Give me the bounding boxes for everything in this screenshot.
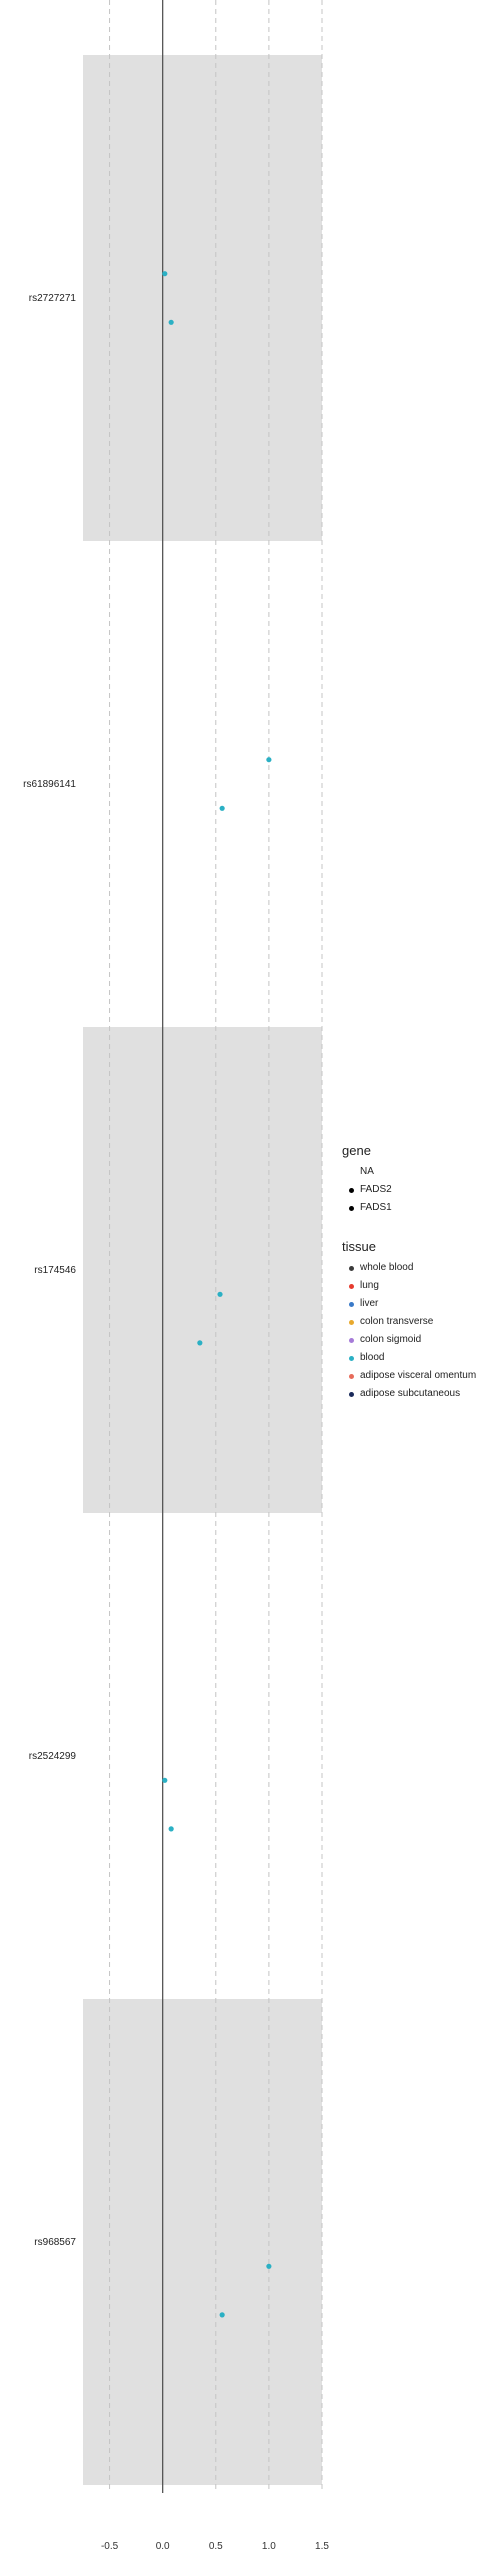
y-label-rs174546: rs174546 bbox=[34, 1265, 76, 1276]
point-rs61896141-3 bbox=[219, 805, 225, 811]
x-tick-label-0.0: 0.0 bbox=[156, 2541, 170, 2552]
tissue-legend: tissue whole blood lung liver colon tran… bbox=[342, 1239, 492, 1403]
point-rs2524299-6 bbox=[162, 1777, 168, 1783]
y-label-rs2524299: rs2524299 bbox=[29, 1751, 77, 1762]
tissue-legend-label: liver bbox=[360, 1298, 379, 1309]
legend-dot bbox=[348, 1265, 354, 1271]
tissue-legend-label: blood bbox=[360, 1352, 385, 1363]
tissue-legend-label: adipose subcutaneous bbox=[360, 1388, 461, 1399]
legend-dot bbox=[348, 1319, 354, 1325]
tissue-legend-item-colon-transverse: colon transverse bbox=[342, 1313, 492, 1331]
tissue-legend-item-colon-sigmoid: colon sigmoid bbox=[342, 1331, 492, 1349]
gene-legend-label: FADS1 bbox=[360, 1202, 392, 1213]
gene-legend-title: gene bbox=[342, 1143, 371, 1158]
x-axis-tick-labels: -0.5 0.0 0.5 1.0 1.5 bbox=[101, 2541, 329, 2552]
x-tick-label-1.5: 1.5 bbox=[315, 2541, 329, 2552]
x-tick-label-1.0: 1.0 bbox=[262, 2541, 276, 2552]
tissue-legend-label: colon transverse bbox=[360, 1316, 434, 1327]
point-rs174546-5 bbox=[197, 1340, 203, 1346]
point-rs968567-9 bbox=[219, 2312, 225, 2318]
data-points bbox=[162, 271, 272, 2318]
band-rs174546 bbox=[83, 1027, 322, 1513]
point-rs968567-8 bbox=[266, 2263, 272, 2269]
tissue-legend-label: whole blood bbox=[360, 1262, 414, 1273]
tissue-legend-label: adipose visceral omentum bbox=[360, 1370, 477, 1381]
legend: gene NA FADS2 FADS1 tissue whole blood l… bbox=[342, 1143, 492, 1403]
gene-legend-item-na: NA bbox=[342, 1163, 492, 1181]
legend-dot bbox=[348, 1205, 354, 1211]
gene-legend-label: NA bbox=[360, 1166, 374, 1177]
point-rs2524299-7 bbox=[168, 1826, 174, 1832]
y-label-rs2727271: rs2727271 bbox=[29, 293, 77, 304]
tissue-legend-item-adipose-subcutaneous: adipose subcutaneous bbox=[342, 1385, 492, 1403]
legend-dot bbox=[348, 1391, 354, 1397]
gene-legend-item-fads2: FADS2 bbox=[342, 1181, 492, 1199]
band-rs2727271 bbox=[83, 55, 322, 541]
legend-dot bbox=[348, 1373, 354, 1379]
gene-legend-label: FADS2 bbox=[360, 1184, 392, 1195]
legend-dot bbox=[348, 1355, 354, 1361]
y-label-rs61896141: rs61896141 bbox=[23, 779, 76, 790]
tissue-legend-item-liver: liver bbox=[342, 1295, 492, 1313]
y-axis-labels: rs2727271 rs61896141 rs174546 rs2524299 rs96… bbox=[23, 293, 76, 2248]
tissue-legend-item-lung: lung bbox=[342, 1277, 492, 1295]
x-tick-label-0.5: 0.5 bbox=[209, 2541, 223, 2552]
x-tick-label--0.5: -0.5 bbox=[101, 2541, 119, 2552]
point-rs61896141-2 bbox=[266, 757, 272, 763]
legend-dot bbox=[348, 1301, 354, 1307]
gene-legend: gene NA FADS2 FADS1 bbox=[342, 1143, 492, 1217]
band-rs968567 bbox=[83, 1999, 322, 2485]
gene-legend-item-fads1: FADS1 bbox=[342, 1199, 492, 1217]
y-label-rs968567: rs968567 bbox=[34, 2237, 76, 2248]
legend-dot bbox=[348, 1187, 354, 1193]
x-gridlines bbox=[109, 0, 323, 2493]
tissue-legend-label: lung bbox=[360, 1280, 379, 1291]
tissue-legend-item-whole-blood: whole blood bbox=[342, 1259, 492, 1277]
tissue-legend-title: tissue bbox=[342, 1239, 376, 1254]
point-rs2727271-1 bbox=[168, 319, 174, 325]
legend-dot bbox=[348, 1337, 354, 1343]
legend-dot bbox=[348, 1283, 354, 1289]
point-rs2727271-0 bbox=[162, 271, 168, 277]
point-rs174546-4 bbox=[217, 1291, 223, 1297]
tissue-legend-item-blood: blood bbox=[342, 1349, 492, 1367]
row-bands bbox=[83, 55, 322, 2485]
tissue-legend-label: colon sigmoid bbox=[360, 1334, 422, 1345]
tissue-legend-item-adipose-visceral-omentum: adipose visceral omentum bbox=[342, 1367, 492, 1385]
